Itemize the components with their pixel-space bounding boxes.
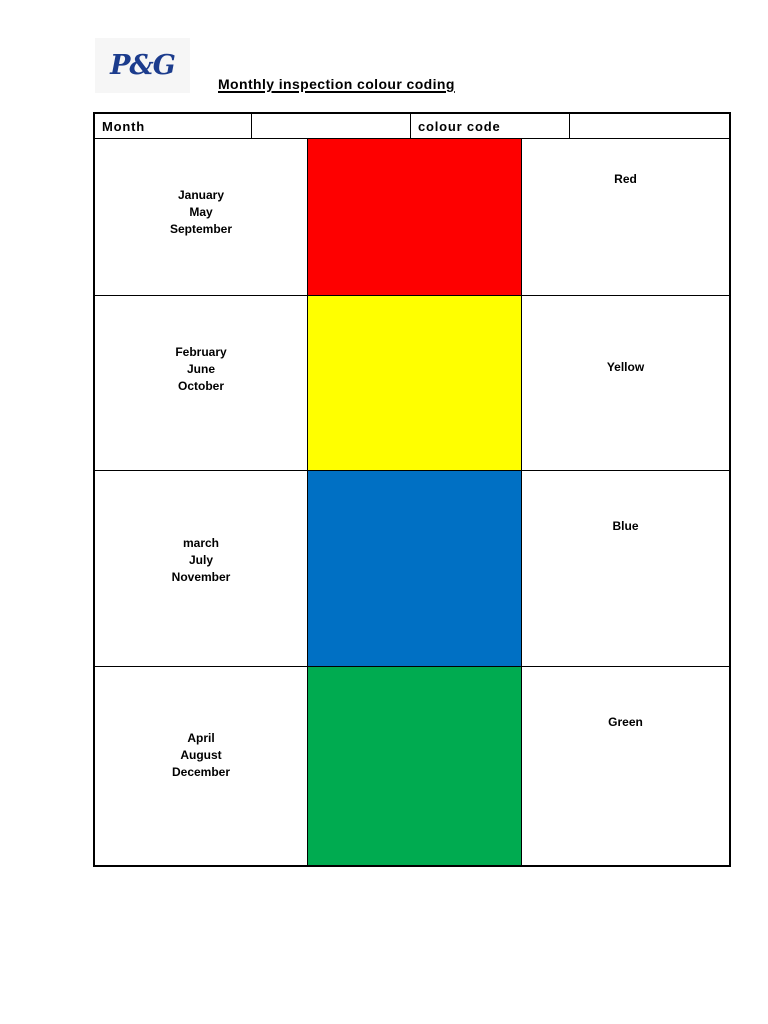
month-label: October — [177, 378, 224, 393]
months-cell: march July November — [95, 471, 307, 666]
colour-coding-table: Month colour code January May September … — [93, 112, 731, 867]
month-label: November — [171, 569, 231, 584]
month-label: January — [177, 187, 225, 202]
colour-swatch — [307, 295, 522, 470]
page-title: Monthly inspection colour coding — [218, 76, 455, 92]
table-row: February June October Yellow — [95, 294, 729, 470]
colour-name-label: Yellow — [606, 359, 645, 374]
month-label: December — [171, 764, 231, 779]
month-label: August — [180, 747, 222, 762]
month-label: July — [188, 552, 213, 567]
colour-name-label: Blue — [612, 518, 639, 533]
month-label: April — [187, 730, 215, 745]
pg-logo: P&G — [95, 38, 190, 93]
colour-swatch — [307, 470, 522, 666]
colour-swatch — [307, 139, 522, 295]
months-cell: February June October — [95, 296, 307, 470]
months-cell: April August December — [95, 667, 307, 866]
colour-name-label: Green — [608, 714, 643, 729]
month-label: June — [186, 361, 215, 376]
header-cell-empty-2 — [570, 114, 729, 138]
month-label: February — [175, 344, 227, 359]
header-cell-empty-1 — [252, 114, 411, 138]
month-label: May — [189, 204, 213, 219]
pg-logo-text: P&G — [110, 50, 176, 81]
table-row: march July November Blue — [95, 469, 729, 666]
months-cell: January May September — [95, 139, 307, 295]
month-label: September — [169, 221, 233, 236]
colour-swatch — [307, 666, 522, 865]
table-row: April August December Green — [95, 665, 729, 866]
table-row: January May September Red — [95, 139, 729, 295]
colour-name-label: Red — [614, 172, 637, 186]
header-cell-month: Month — [95, 114, 252, 138]
month-label: march — [182, 535, 220, 550]
table-header-row: Month colour code — [95, 114, 729, 139]
header-cell-colour-code: colour code — [411, 114, 570, 138]
